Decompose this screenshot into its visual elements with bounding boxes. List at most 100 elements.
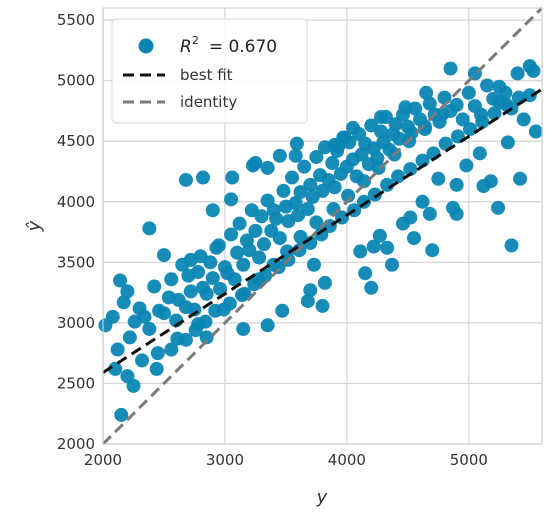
scatter-point	[419, 85, 434, 100]
x-tick-labels: 2000 3000 4000 5000	[84, 451, 488, 469]
scatter-point	[391, 169, 406, 184]
scatter-point	[178, 172, 193, 187]
scatter-point	[388, 117, 403, 132]
scatter-point	[309, 215, 324, 230]
scatter-point	[293, 229, 308, 244]
scatter-point	[385, 257, 400, 272]
scatter-point	[483, 174, 498, 189]
scatter-point	[325, 156, 340, 171]
x-tick-label: 5000	[450, 451, 488, 469]
scatter-point	[356, 174, 371, 189]
scatter-point	[126, 378, 141, 393]
scatter-point	[300, 202, 315, 217]
y-tick-label: 3500	[57, 253, 95, 271]
scatter-point	[297, 159, 312, 174]
scatter-point	[461, 85, 476, 100]
scatter-point	[500, 135, 515, 150]
scatter-point	[272, 148, 287, 163]
scatter-point	[272, 231, 287, 246]
scatter-point	[187, 302, 202, 317]
x-tick-label: 4000	[328, 451, 366, 469]
scatter-point	[195, 170, 210, 185]
scatter-point	[191, 265, 206, 280]
scatter-point	[242, 243, 257, 258]
scatter-point	[120, 284, 135, 299]
scatter-point	[164, 342, 179, 357]
scatter-point	[232, 216, 247, 231]
scatter-point	[248, 223, 263, 238]
scatter-point	[472, 146, 487, 161]
scatter-point	[403, 162, 418, 177]
identity-line	[101, 6, 544, 446]
scatter-point	[260, 160, 275, 175]
scatter-point	[354, 147, 369, 162]
scatter-point	[336, 130, 351, 145]
scatter-point	[341, 188, 356, 203]
scatter-point	[116, 295, 131, 310]
scatter-point	[303, 283, 318, 298]
scatter-point	[183, 284, 198, 299]
y-tick-label: 2500	[57, 374, 95, 392]
scatter-point	[513, 171, 528, 186]
scatter-point	[425, 243, 440, 258]
scatter-point	[491, 200, 506, 215]
scatter-point	[285, 170, 300, 185]
y-tick-labels: 2000 2500 3000 3500 4000 4500 5000 5500	[57, 11, 95, 453]
scatter-point	[260, 318, 275, 333]
scatter-point	[371, 160, 386, 175]
scatter-point	[480, 78, 495, 93]
scatter-point	[288, 195, 303, 210]
scatter-point	[205, 203, 220, 218]
scatter-point	[235, 288, 250, 303]
scatter-point	[367, 187, 382, 202]
y-axis-label: ŷ	[24, 220, 45, 232]
legend-point-marker	[138, 38, 154, 54]
scatter-point	[203, 255, 218, 270]
scatter-point	[374, 110, 389, 124]
scatter-point	[256, 237, 271, 252]
scatter-point	[227, 272, 242, 287]
scatter-point	[113, 273, 128, 288]
scatter-point	[431, 171, 446, 186]
plot-frame	[102, 7, 543, 445]
scatter-point	[315, 298, 330, 313]
scatter-point	[170, 331, 185, 346]
scatter-point	[147, 279, 162, 294]
scatter-point	[254, 209, 269, 224]
scatter-point	[487, 106, 502, 121]
x-tick-label: 2000	[84, 451, 122, 469]
scatter-point	[317, 275, 332, 290]
scatter-point	[224, 192, 239, 207]
scatter-point	[504, 238, 519, 253]
y-tick-label: 4000	[57, 193, 95, 211]
scatter-point	[443, 61, 458, 76]
scatter-point	[135, 353, 150, 368]
legend-identity-label: identity	[180, 93, 237, 111]
scatter-point	[437, 90, 452, 105]
y-tick-label: 5000	[57, 72, 95, 90]
scatter-point	[406, 231, 421, 246]
scatter-point	[230, 245, 245, 260]
y-tick-label: 2000	[57, 435, 95, 453]
scatter-point	[275, 303, 290, 318]
scatter-point	[137, 309, 152, 324]
scatter-point	[380, 240, 395, 255]
scatter-point	[280, 244, 295, 259]
y-tick-label: 3000	[57, 314, 95, 332]
scatter-point	[248, 156, 263, 171]
scatter-point	[522, 88, 537, 103]
scatter-point	[510, 66, 525, 81]
scatter-point	[114, 407, 129, 422]
scatter-point	[463, 122, 478, 137]
scatter-point	[225, 170, 240, 185]
scatter-point	[435, 107, 450, 122]
scatter-point	[516, 112, 531, 127]
scatter-point	[374, 124, 389, 139]
scatter-point	[364, 280, 379, 295]
scatter-point	[303, 177, 318, 192]
scatter-point	[156, 248, 171, 263]
scatter-point	[438, 136, 453, 151]
scatter-point	[142, 321, 157, 336]
scatter-point	[345, 120, 360, 135]
